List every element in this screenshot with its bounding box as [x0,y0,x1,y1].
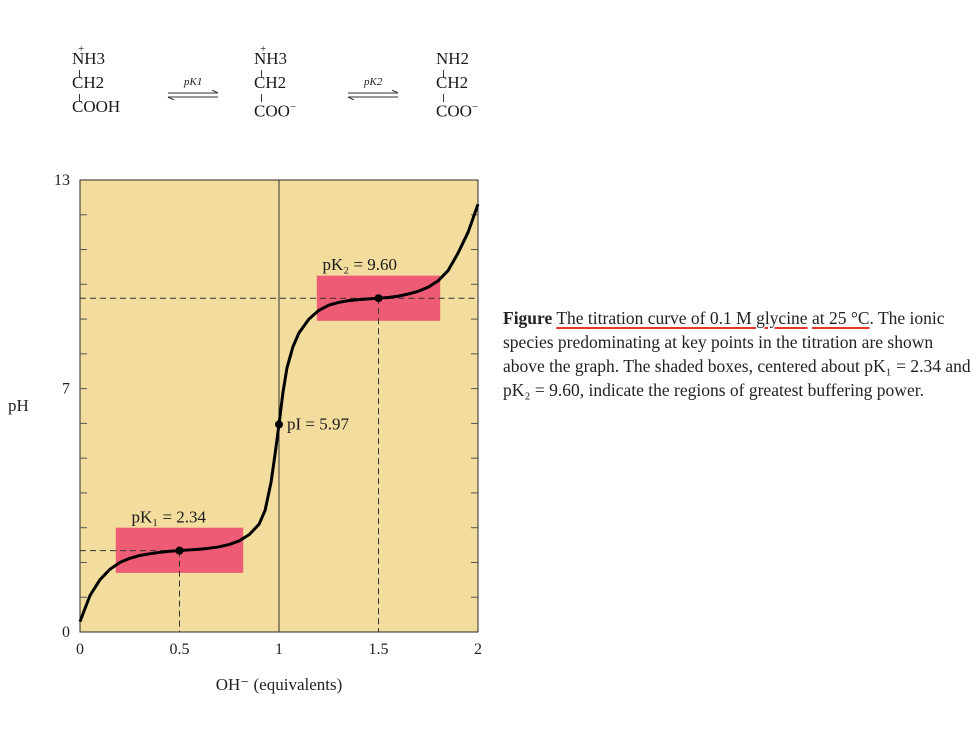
y-tick-label: 0 [62,624,70,641]
point-label: pK₁ = 2.34 [132,508,207,527]
bond-line [261,94,262,102]
x-tick-label: 1.5 [369,641,389,658]
caption-rest: . The ionic species predominating at key… [503,308,971,400]
caption-underlined-2: at 25 °C [811,308,870,328]
caption-underlined-1: The titration curve of 0.1 M glycine [556,308,808,328]
y-axis-label: pH [8,396,29,415]
species-mid-group: CH2 [436,73,469,92]
species-top-group: NH3 [72,49,106,68]
key-point [374,294,383,303]
species-bottom-group: COO [254,101,290,121]
y-tick-label: 13 [54,172,70,189]
y-tick-label: 7 [62,381,70,398]
species-cationic: + NH3 CH2 COOH [72,43,121,120]
titration-chart: pK₁ = 2.34 pI = 5.97 pK₂ = 9.60 0 0.5 1 1.5 2 0 7… [8,172,482,694]
x-tick-label: 0 [76,641,84,658]
equilibrium-label: pK1 [184,76,203,88]
bond-line [79,94,80,102]
species-anionic: NH2 CH2 COO− [436,49,479,121]
species-mid-group: CH2 [72,73,105,92]
species-bottom-group: COOH [72,97,121,116]
species-zwitterion: + NH3 CH2 COO− [254,43,297,121]
species-mid-group: CH2 [254,73,287,92]
figure-caption: Figure The titration curve of 0.1 M glyc… [503,306,973,402]
key-point [275,420,283,429]
x-axis-label: OH⁻ (equivalents) [216,675,343,694]
x-tick-label: 2 [474,641,482,658]
equilibrium-label: pK2 [364,76,383,88]
point-label: pK₂ = 9.60 [323,255,398,274]
bond-line [443,94,444,102]
key-point [175,546,184,555]
equilibrium-arrow-icon [167,90,219,100]
x-tick-label: 1 [275,641,283,658]
titration-curve [78,203,480,623]
equilibrium-arrow-icon [347,90,399,100]
species-top-group: NH2 [436,49,470,68]
bond-line [79,70,80,78]
x-tick-label: 0.5 [170,641,190,658]
point-label: pI = 5.97 [287,414,349,433]
species-top-group: NH3 [254,49,288,68]
caption-lead: Figure [503,308,553,328]
bond-line [261,70,262,78]
bond-line [443,70,444,78]
species-bottom-group: COO [436,101,472,121]
